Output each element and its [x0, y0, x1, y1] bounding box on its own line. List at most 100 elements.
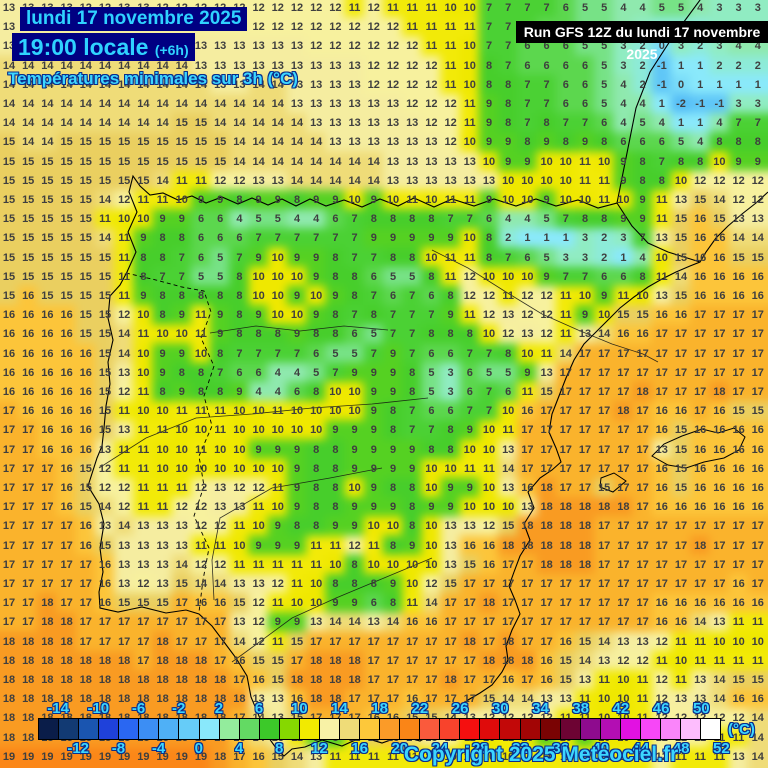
- grid-temp: 10: [713, 155, 726, 168]
- grid-temp: 8: [217, 386, 224, 398]
- grid-temp: 13: [2, 2, 16, 14]
- grid-temp: 17: [617, 462, 630, 475]
- grid-temp: 13: [502, 309, 515, 322]
- grid-temp: 9: [543, 270, 550, 283]
- grid-temp: 9: [293, 328, 301, 341]
- grid-temp: 10: [482, 501, 496, 514]
- grid-temp: 12: [137, 578, 150, 590]
- grid-temp: 14: [290, 117, 304, 130]
- grid-temp: 12: [406, 98, 419, 110]
- grid-temp: 16: [674, 405, 688, 418]
- grid-temp: 17: [617, 424, 630, 437]
- grid-temp: 3: [581, 251, 589, 264]
- grid-temp: 12: [175, 501, 188, 514]
- grid-temp: 14: [194, 78, 208, 91]
- grid-temp: 17: [463, 674, 476, 686]
- grid-temp: 8: [370, 578, 377, 590]
- grid-temp: 12: [482, 309, 496, 322]
- grid-temp: 17: [732, 386, 745, 398]
- grid-temp: 6: [524, 251, 531, 264]
- grid-temp: 17: [98, 635, 112, 648]
- grid-temp: 16: [79, 405, 92, 418]
- grid-temp: 17: [540, 443, 553, 456]
- grid-temp: 10: [578, 290, 592, 302]
- grid-temp: 12: [367, 78, 380, 91]
- grid-temp: 17: [329, 635, 342, 648]
- grid-temp: 13: [271, 174, 284, 187]
- grid-temp: 11: [559, 290, 572, 302]
- grid-temp: 15: [60, 136, 73, 149]
- grid-temp: 13: [559, 693, 572, 706]
- grid-temp: 16: [290, 693, 304, 706]
- grid-temp: 16: [655, 616, 668, 629]
- grid-temp: 9: [351, 520, 358, 533]
- grid-temp: 7: [485, 405, 493, 418]
- grid-temp: 14: [329, 616, 342, 629]
- grid-temp: 6: [197, 213, 205, 226]
- scale-tick-label: 36: [552, 740, 569, 757]
- grid-temp: 17: [578, 462, 592, 475]
- grid-temp: 14: [98, 194, 112, 206]
- grid-temp: 15: [617, 309, 630, 322]
- grid-temp: 16: [60, 443, 73, 456]
- time-label: 19:00 locale: [18, 34, 149, 60]
- grid-temp: 17: [578, 616, 592, 629]
- grid-temp: 17: [694, 520, 707, 533]
- grid-temp: 16: [214, 597, 227, 610]
- grid-temp: 5: [197, 270, 205, 283]
- grid-temp: 16: [694, 597, 707, 610]
- grid-temp: 16: [22, 290, 35, 302]
- grid-temp: 17: [98, 616, 112, 629]
- grid-temp: 13: [694, 693, 707, 706]
- grid-temp: 16: [60, 328, 73, 341]
- grid-temp: 17: [617, 616, 630, 629]
- grid-temp: 15: [60, 174, 73, 187]
- grid-temp: 19: [2, 750, 16, 763]
- grid-temp: 17: [2, 462, 16, 475]
- scale-tick-label: -6: [131, 700, 146, 717]
- grid-temp: 18: [79, 693, 92, 706]
- grid-temp: 7: [485, 347, 493, 360]
- grid-temp: 1: [562, 232, 569, 245]
- grid-temp: 17: [521, 443, 534, 456]
- grid-temp: 3: [716, 2, 723, 14]
- grid-temp: 11: [175, 174, 188, 187]
- grid-temp: 10: [310, 405, 323, 418]
- grid-temp: 17: [502, 616, 515, 629]
- grid-temp: 17: [559, 386, 572, 398]
- grid-temp: 17: [79, 578, 92, 590]
- scale-tick-label: 44: [632, 740, 650, 757]
- grid-temp: 13: [98, 520, 112, 533]
- grid-temp: 13: [2, 21, 16, 34]
- grid-temp: 14: [2, 78, 16, 91]
- grid-temp: 13: [137, 558, 150, 571]
- grid-temp: 2: [601, 251, 608, 264]
- grid-temp: 8: [409, 213, 416, 226]
- grid-temp: 9: [447, 309, 454, 322]
- grid-temp: 15: [118, 136, 131, 149]
- grid-temp: 7: [370, 290, 377, 302]
- grid-temp: 8: [332, 501, 339, 514]
- grid-temp: 17: [713, 558, 726, 571]
- grid-temp: 16: [732, 482, 745, 494]
- grid-temp: 16: [406, 693, 419, 706]
- grid-temp: 11: [252, 501, 265, 514]
- grid-temp: 18: [175, 674, 188, 686]
- grid-temp: 10: [655, 251, 668, 264]
- grid-temp: 11: [579, 155, 591, 168]
- grid-temp: 8: [562, 136, 569, 149]
- grid-temp: 15: [156, 136, 169, 149]
- grid-temp: 15: [79, 270, 92, 283]
- grid-temp: 17: [559, 462, 572, 475]
- grid-temp: 11: [118, 290, 131, 302]
- grid-temp: 17: [521, 558, 534, 571]
- grid-temp: 4: [716, 117, 723, 130]
- grid-temp: 17: [559, 616, 572, 629]
- grid-temp: 7: [581, 270, 589, 283]
- grid-temp: 16: [655, 597, 668, 610]
- grid-temp: 10: [559, 194, 572, 206]
- grid-temp: 15: [118, 155, 131, 168]
- grid-temp: 7: [389, 309, 397, 322]
- grid-temp: 18: [540, 539, 553, 552]
- grid-temp: 8: [485, 232, 493, 245]
